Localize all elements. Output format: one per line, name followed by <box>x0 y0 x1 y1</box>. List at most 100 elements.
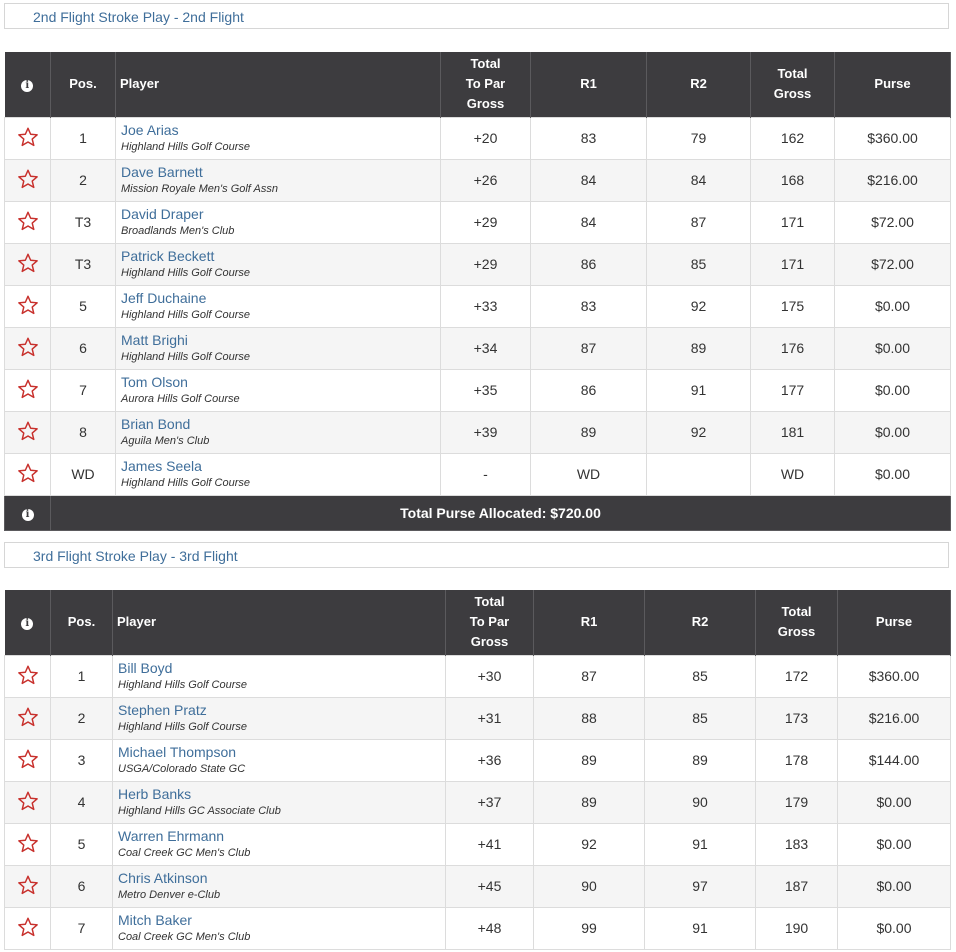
player-name-link[interactable]: Matt Brighi <box>121 331 188 348</box>
favorite-cell[interactable] <box>4 654 51 698</box>
player-club: Coal Creek GC Men's Club <box>118 930 251 943</box>
r2-cell: 87 <box>646 200 751 244</box>
player-name-link[interactable]: Patrick Beckett <box>121 247 215 264</box>
favorite-cell[interactable] <box>4 864 51 908</box>
player-name-link[interactable]: James Seela <box>121 457 202 474</box>
favorite-cell[interactable] <box>4 200 51 244</box>
purse-header[interactable]: Purse <box>837 590 951 655</box>
total-cell: 173 <box>755 696 838 740</box>
favorite-cell[interactable] <box>4 116 51 160</box>
total-cell: 181 <box>750 410 835 454</box>
table-row: T3 Patrick Beckett Highland Hills Golf Cou… <box>4 242 951 286</box>
star-icon[interactable] <box>17 706 39 728</box>
r1-header[interactable]: R1 <box>533 590 645 655</box>
pos-cell: 1 <box>50 116 116 160</box>
topar-header[interactable]: Total To Par Gross <box>440 52 531 117</box>
player-name-link[interactable]: Stephen Pratz <box>118 701 207 718</box>
table-row: 2 Dave Barnett Mission Royale Men's Golf A… <box>4 158 951 202</box>
player-name-link[interactable]: Jeff Duchaine <box>121 289 207 306</box>
topar-header-line3: Gross <box>470 634 509 650</box>
star-icon[interactable] <box>17 336 39 358</box>
player-name-link[interactable]: Mitch Baker <box>118 911 192 928</box>
player-header[interactable]: Player <box>112 590 446 655</box>
total-header[interactable]: Total Gross <box>750 52 835 117</box>
player-club: USGA/Colorado State GC <box>118 762 246 775</box>
favorite-cell[interactable] <box>4 452 51 496</box>
player-name-link[interactable]: Brian Bond <box>121 415 191 432</box>
star-icon[interactable] <box>17 294 39 316</box>
info-icon[interactable]: i <box>21 509 34 521</box>
player-cell: Chris Atkinson Metro Denver e-Club <box>112 864 446 908</box>
favorite-cell[interactable] <box>4 284 51 328</box>
info-icon[interactable]: i <box>21 618 34 631</box>
total-header-line1: Total <box>781 604 812 620</box>
footer-info-cell[interactable]: i <box>4 494 51 531</box>
player-name-link[interactable]: Tom Olson <box>121 373 188 390</box>
favorite-cell[interactable] <box>4 368 51 412</box>
star-icon[interactable] <box>17 378 39 400</box>
info-header[interactable]: i <box>4 52 51 117</box>
purse-header[interactable]: Purse <box>834 52 951 117</box>
star-icon[interactable] <box>17 462 39 484</box>
flight-header-2nd: 2nd Flight Stroke Play - 2nd Flight <box>4 3 949 29</box>
favorite-cell[interactable] <box>4 906 51 950</box>
favorite-cell[interactable] <box>4 696 51 740</box>
star-icon[interactable] <box>17 748 39 770</box>
player-cell: Bill Boyd Highland Hills Golf Course <box>112 654 446 698</box>
player-name-link[interactable]: David Draper <box>121 205 204 222</box>
player-club: Broadlands Men's Club <box>121 224 235 237</box>
purse-cell: $216.00 <box>834 158 951 202</box>
r2-header[interactable]: R2 <box>644 590 756 655</box>
star-icon[interactable] <box>17 664 39 686</box>
player-name-link[interactable]: Michael Thompson <box>118 743 237 760</box>
pos-cell: 6 <box>50 326 116 370</box>
player-name-link[interactable]: Chris Atkinson <box>118 869 208 886</box>
r1-cell: 92 <box>533 822 645 866</box>
info-header[interactable]: i <box>4 590 51 655</box>
favorite-cell[interactable] <box>4 738 51 782</box>
topar-header-line2: To Par <box>469 614 510 630</box>
star-icon[interactable] <box>17 874 39 896</box>
purse-cell: $0.00 <box>834 326 951 370</box>
info-icon[interactable]: i <box>21 80 34 93</box>
player-header[interactable]: Player <box>115 52 441 117</box>
total-header-line2: Gross <box>777 624 816 640</box>
star-icon[interactable] <box>17 168 39 190</box>
flight-title-link[interactable]: 3rd Flight Stroke Play - 3rd Flight <box>33 548 238 564</box>
topar-header[interactable]: Total To Par Gross <box>445 590 534 655</box>
player-club: Aurora Hills Golf Course <box>121 392 240 405</box>
table-row: 6 Chris Atkinson Metro Denver e-Club +45 90 9… <box>4 864 951 908</box>
total-header[interactable]: Total Gross <box>755 590 838 655</box>
r2-header[interactable]: R2 <box>646 52 751 117</box>
player-club: Highland Hills Golf Course <box>121 476 250 489</box>
star-icon[interactable] <box>17 832 39 854</box>
table-row: 1 Joe Arias Highland Hills Golf Course +20 8… <box>4 116 951 160</box>
r1-header[interactable]: R1 <box>530 52 647 117</box>
player-cell: Tom Olson Aurora Hills Golf Course <box>115 368 441 412</box>
player-name-link[interactable]: Bill Boyd <box>118 659 173 676</box>
star-icon[interactable] <box>17 790 39 812</box>
purse-cell: $216.00 <box>837 696 951 740</box>
favorite-cell[interactable] <box>4 326 51 370</box>
player-name-link[interactable]: Herb Banks <box>118 785 192 802</box>
favorite-cell[interactable] <box>4 780 51 824</box>
favorite-cell[interactable] <box>4 158 51 202</box>
pos-cell: 1 <box>50 654 113 698</box>
pos-header[interactable]: Pos. <box>50 590 113 655</box>
star-icon[interactable] <box>17 210 39 232</box>
star-icon[interactable] <box>17 420 39 442</box>
favorite-cell[interactable] <box>4 410 51 454</box>
player-name-link[interactable]: Warren Ehrmann <box>118 827 225 844</box>
player-name-link[interactable]: Dave Barnett <box>121 163 203 180</box>
pos-header[interactable]: Pos. <box>50 52 116 117</box>
r1-cell: 89 <box>533 780 645 824</box>
player-name-link[interactable]: Joe Arias <box>121 121 179 138</box>
r1-cell: 88 <box>533 696 645 740</box>
star-icon[interactable] <box>17 252 39 274</box>
favorite-cell[interactable] <box>4 242 51 286</box>
star-icon[interactable] <box>17 126 39 148</box>
favorite-cell[interactable] <box>4 822 51 866</box>
flight-title-link[interactable]: 2nd Flight Stroke Play - 2nd Flight <box>33 9 244 25</box>
star-icon[interactable] <box>17 916 39 938</box>
player-club: Highland Hills Golf Course <box>121 266 250 279</box>
